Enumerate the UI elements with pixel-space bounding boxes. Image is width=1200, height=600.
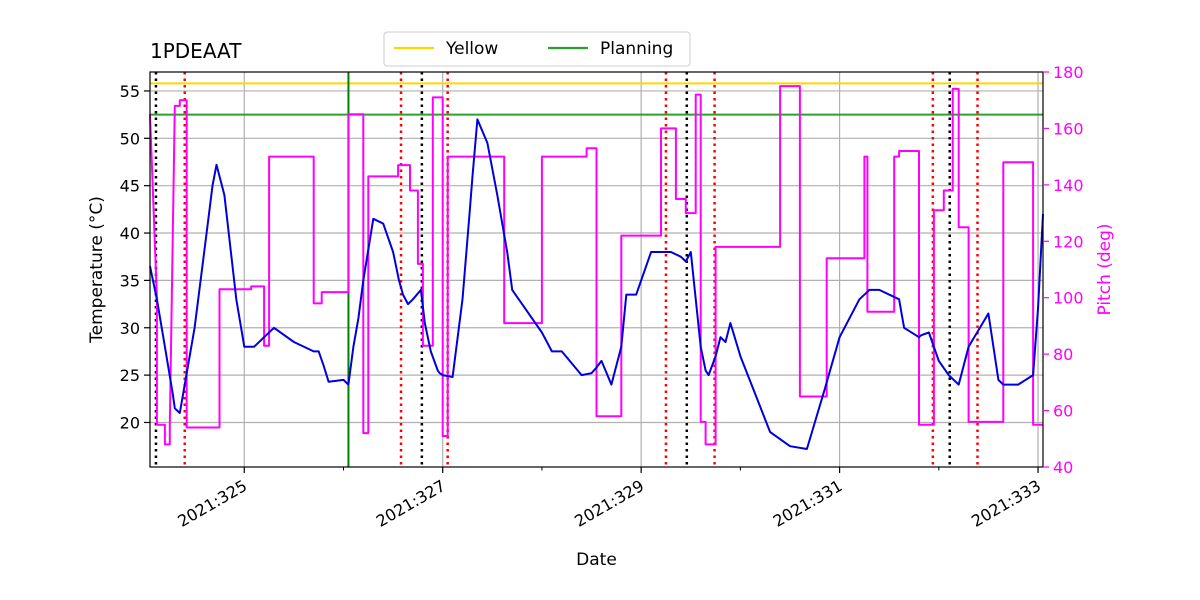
y-left-tick-label: 50 bbox=[120, 129, 140, 148]
legend-box bbox=[383, 31, 691, 67]
legend: Yellow Planning bbox=[383, 31, 691, 67]
y-left-tick-label: 55 bbox=[120, 82, 140, 101]
x-tick-label: 2021:329 bbox=[571, 476, 647, 531]
y-left-tick-label: 30 bbox=[120, 319, 140, 338]
y-axis-left-label: Temperature (°C) bbox=[87, 196, 107, 344]
y-right-tick-label: 120 bbox=[1053, 232, 1084, 251]
x-tick-label: 2021:331 bbox=[770, 476, 846, 531]
series-lines bbox=[149, 85, 1044, 450]
legend-label-planning: Planning bbox=[600, 39, 673, 59]
y-right-tick-label: 140 bbox=[1053, 176, 1084, 195]
y-left-tick-label: 45 bbox=[120, 177, 140, 196]
x-tick-label: 2021:325 bbox=[174, 476, 250, 531]
event-lines bbox=[154, 72, 979, 467]
y-left-tick-label: 25 bbox=[120, 366, 140, 385]
y-left-tick-label: 40 bbox=[120, 224, 140, 243]
y-right-tick-label: 100 bbox=[1053, 289, 1084, 308]
x-tick-label: 2021:333 bbox=[968, 476, 1044, 531]
limit-lines bbox=[150, 82, 1043, 116]
x-tick-label: 2021:327 bbox=[373, 476, 449, 531]
y-right-tick-label: 80 bbox=[1053, 345, 1073, 364]
y-right-tick-label: 60 bbox=[1053, 402, 1073, 421]
plot-frame bbox=[149, 71, 1044, 468]
chart-title: 1PDEAAT bbox=[150, 39, 242, 63]
legend-label-yellow: Yellow bbox=[445, 39, 498, 59]
y-right-tick-label: 160 bbox=[1053, 119, 1084, 138]
y-left-tick-label: 20 bbox=[120, 413, 140, 432]
y-right-tick-label: 40 bbox=[1053, 458, 1073, 477]
y-left-tick-label: 35 bbox=[120, 271, 140, 290]
y-right-tick-label: 180 bbox=[1053, 63, 1084, 82]
series-line-temperature bbox=[149, 118, 1044, 450]
y-axis-right-label: Pitch (deg) bbox=[1095, 223, 1115, 315]
x-axis-label: Date bbox=[576, 550, 617, 570]
series-line-pitch bbox=[149, 85, 1043, 446]
